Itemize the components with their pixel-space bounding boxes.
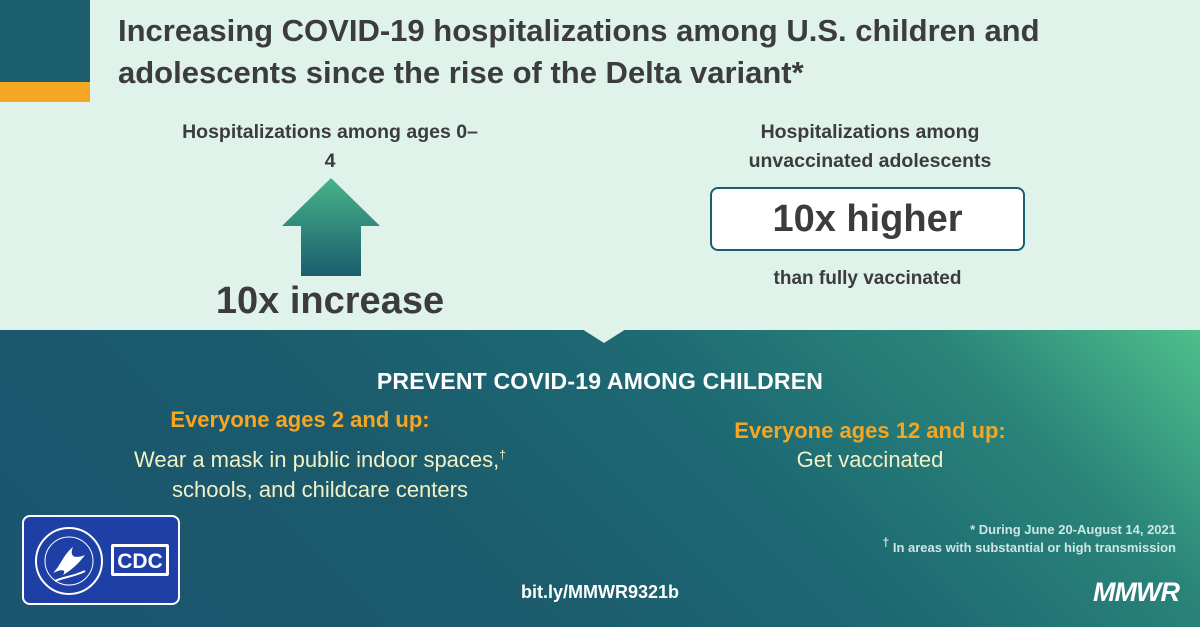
corner-accent-teal [0,0,90,82]
agency-logos: CDC [22,515,180,605]
prevent-heading: PREVENT COVID-19 AMONG CHILDREN [376,368,824,394]
stat-right-value: 10x higher [772,198,963,240]
up-arrow-icon [282,178,380,276]
footnote-dagger: † [882,535,890,550]
mmwr-logo: MMWR [1093,577,1180,607]
footnote-transmission-text: In areas with substantial or high transm… [889,540,1176,555]
mask-advice-line1: Wear a mask in public indoor spaces, [134,447,500,472]
mask-advice: Wear a mask in public indoor spaces,† sc… [60,445,580,505]
report-link[interactable]: bit.ly/MMWR9321b [520,582,680,602]
top-panel [0,0,1200,330]
divider-notch [582,329,626,343]
footnote-dates: * During June 20-August 14, 2021 [970,522,1176,537]
vaccine-advice: Get vaccinated [796,447,944,472]
page-title: Increasing COVID-19 hospitalizations amo… [118,13,1040,90]
bottom-panel [0,330,1200,627]
stat-right-box: 10x higher [710,187,1025,251]
mask-advice-line2: schools, and childcare centers [172,477,468,502]
stat-left-value: 10x increase [215,280,445,322]
stat-left-label: Hospitalizations among ages 0–4 [182,121,478,172]
hhs-seal-logo [35,527,103,595]
audience-2-up: Everyone ages 2 and up: [170,407,430,432]
corner-accent-orange [0,82,90,102]
audience-12-up: Everyone ages 12 and up: [734,418,1006,443]
stat-right-label: Hospitalizations among unvaccinated adol… [748,121,992,172]
stat-right-sublabel: than fully vaccinated [773,268,962,289]
cdc-logo-text: CDC [117,550,163,573]
footnote-transmission: † In areas with substantial or high tran… [776,537,1176,555]
dagger-mark: † [499,447,506,462]
cdc-logo: CDC [111,544,169,576]
